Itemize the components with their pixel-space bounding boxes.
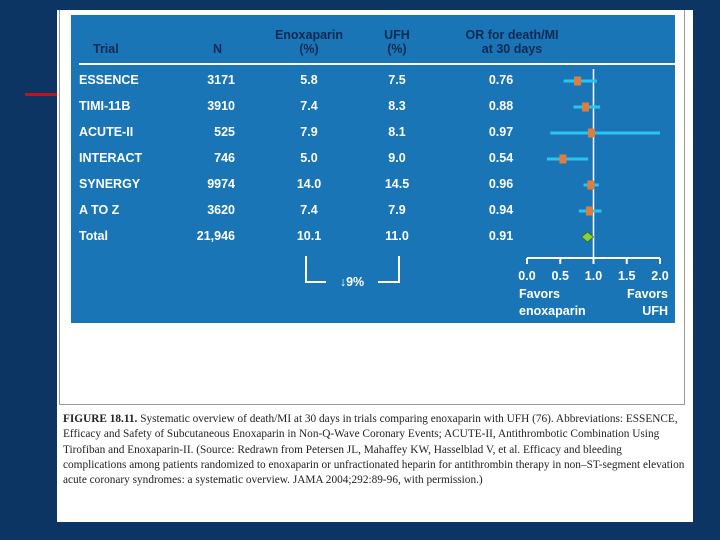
cell-trial: Total xyxy=(79,229,108,243)
caption-label: FIGURE 18.11. xyxy=(63,413,138,425)
cell-or: 0.94 xyxy=(488,203,514,217)
cell-enoxaparin: 14.0 xyxy=(296,177,322,191)
slide-page: Trial N Enoxaparin (%) UFH (%) OR for de… xyxy=(57,10,693,522)
favors-left-label: Favors xyxy=(519,287,560,301)
point-estimate xyxy=(588,128,596,138)
cell-n: 21,946 xyxy=(196,229,235,243)
cell-enoxaparin: 7.9 xyxy=(300,125,318,139)
cell-ufh: 8.3 xyxy=(388,99,406,113)
cell-trial: ACUTE-II xyxy=(79,125,134,139)
point-estimate xyxy=(559,154,567,164)
cell-ufh: 8.1 xyxy=(388,125,406,139)
figure-caption: FIGURE 18.11. Systematic overview of dea… xyxy=(63,412,687,488)
header-enoxaparin-unit: (%) xyxy=(299,42,319,56)
cell-n: 746 xyxy=(214,151,235,165)
figure-frame xyxy=(59,10,685,405)
cell-enoxaparin: 7.4 xyxy=(300,99,318,113)
header-rule xyxy=(79,63,675,65)
cell-ufh: 7.5 xyxy=(388,73,406,87)
point-estimate xyxy=(586,206,594,216)
point-estimate xyxy=(574,76,582,86)
cell-or: 0.88 xyxy=(488,99,514,113)
cell-or: 0.97 xyxy=(488,125,514,139)
forest-plot: 0.0 0.5 1.0 1.5 2.0 Favors enoxaparin Favors UFH xyxy=(518,69,669,318)
cell-enoxaparin: 5.8 xyxy=(300,73,318,87)
favors-left-label-sub: enoxaparin xyxy=(519,304,586,318)
caption-text: Systematic overview of death/MI at 30 da… xyxy=(63,413,685,487)
header-or-sub: at 30 days xyxy=(481,42,543,56)
cell-n: 525 xyxy=(214,125,235,139)
header-n: N xyxy=(213,42,223,56)
cell-n: 3910 xyxy=(207,99,235,113)
x-tick-label: 2.0 xyxy=(651,269,668,283)
point-estimate xyxy=(587,180,595,190)
bracket-svg xyxy=(305,256,400,283)
header-enoxaparin: Enoxaparin xyxy=(274,28,344,42)
x-tick-label: 1.5 xyxy=(618,269,635,283)
cell-trial: ESSENCE xyxy=(79,73,139,87)
header-trial: Trial xyxy=(93,42,119,56)
x-tick-label: 0.5 xyxy=(552,269,569,283)
cell-n: 3620 xyxy=(207,203,235,217)
cell-n: 3171 xyxy=(207,73,235,87)
point-estimate xyxy=(582,102,590,112)
cell-or: 0.91 xyxy=(488,229,514,243)
bracket-left xyxy=(305,256,326,283)
cell-ufh: 7.9 xyxy=(388,203,406,217)
x-tick-label: 0.0 xyxy=(518,269,535,283)
cell-trial: SYNERGY xyxy=(79,177,141,191)
cell-enoxaparin: 7.4 xyxy=(300,203,318,217)
favors-right-label: Favors xyxy=(627,287,668,301)
cell-or: 0.76 xyxy=(488,73,514,87)
cell-ufh: 14.5 xyxy=(384,177,410,191)
forest-plot-panel: Trial N Enoxaparin (%) UFH (%) OR for de… xyxy=(71,15,675,323)
x-tick-label: 1.0 xyxy=(585,269,602,283)
summary-diamond xyxy=(580,231,595,243)
favors-right-label-sub: UFH xyxy=(642,304,668,318)
cell-trial: TIMI-11B xyxy=(79,99,131,113)
cell-or: 0.54 xyxy=(488,151,514,165)
bracket-right xyxy=(378,256,400,283)
cell-ufh: 9.0 xyxy=(388,151,406,165)
cell-enoxaparin: 10.1 xyxy=(296,229,322,243)
header-ufh: UFH xyxy=(384,28,410,42)
bracket-label: ↓9% xyxy=(339,275,365,289)
cell-enoxaparin: 5.0 xyxy=(300,151,318,165)
cell-trial: A TO Z xyxy=(79,203,120,217)
header-or: OR for death/MI xyxy=(465,28,559,42)
header-ufh-unit: (%) xyxy=(387,42,407,56)
decorative-red-line xyxy=(25,93,57,96)
cell-n: 9974 xyxy=(207,177,235,191)
cell-trial: INTERACT xyxy=(79,151,143,165)
cell-ufh: 11.0 xyxy=(385,229,409,243)
cell-or: 0.96 xyxy=(488,177,514,191)
